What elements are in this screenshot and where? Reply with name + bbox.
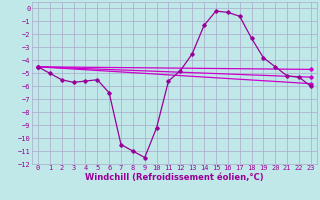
- X-axis label: Windchill (Refroidissement éolien,°C): Windchill (Refroidissement éolien,°C): [85, 173, 264, 182]
